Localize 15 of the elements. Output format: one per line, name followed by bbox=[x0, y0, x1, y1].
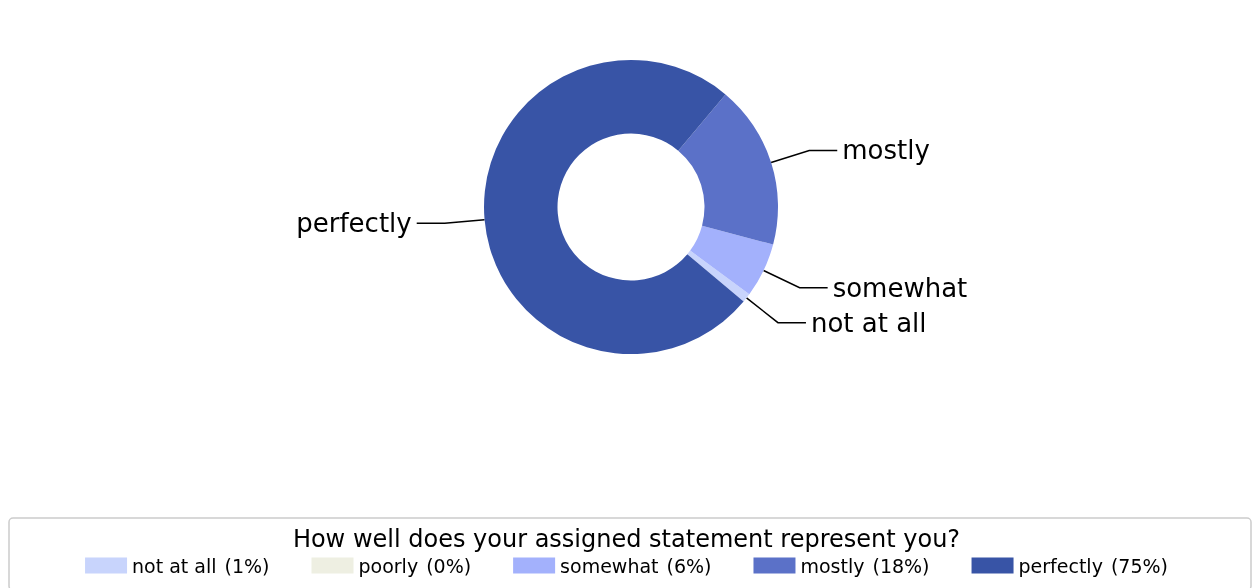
legend-label: not at all bbox=[132, 554, 217, 577]
slice-label: somewhat bbox=[832, 272, 968, 303]
legend-title: How well does your assigned statement represent you? bbox=[292, 525, 961, 553]
data-label: (75%) bbox=[1110, 554, 1168, 577]
legend-label: somewhat bbox=[560, 554, 659, 577]
legend-label: mostly bbox=[800, 554, 865, 577]
text: (0%) bbox=[426, 554, 472, 577]
slice-label: perfectly bbox=[296, 208, 412, 239]
legend-label: perfectly bbox=[1018, 554, 1103, 577]
data-label: (6%) bbox=[666, 554, 712, 577]
data-label: (1%) bbox=[224, 554, 270, 577]
data-label: (18%) bbox=[872, 554, 930, 577]
legend-label: poorly bbox=[358, 554, 419, 577]
slice-label: mostly bbox=[842, 135, 930, 166]
slice-label: not at all bbox=[810, 307, 927, 338]
